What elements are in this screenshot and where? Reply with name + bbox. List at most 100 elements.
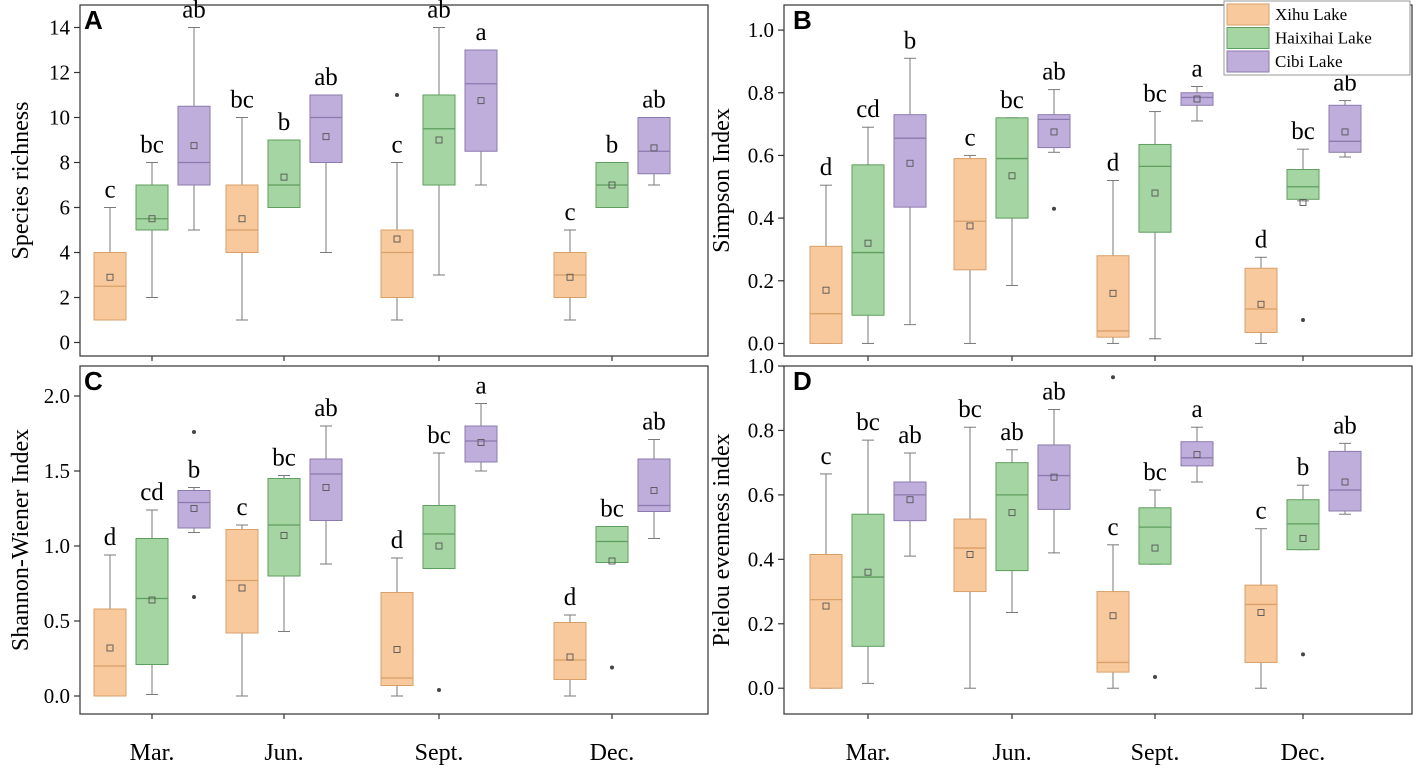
significance-letter: d <box>564 584 577 611</box>
box-cibi-mar: ab <box>177 0 211 231</box>
significance-letter: b <box>904 27 917 54</box>
plot-frame <box>79 365 709 715</box>
mean-marker <box>106 644 114 652</box>
box-iqr <box>1244 584 1278 663</box>
y-axis-label: Shannon-Wiener Index <box>8 429 34 651</box>
mean-marker <box>1050 473 1058 481</box>
mean-marker <box>148 596 156 604</box>
significance-letter: ab <box>642 409 666 436</box>
significance-letter: bc <box>1143 459 1167 486</box>
significance-letter: c <box>1255 498 1266 525</box>
mean-marker <box>650 144 658 152</box>
box-haixihai-jun: bc <box>267 445 301 632</box>
outlier-point <box>395 93 399 97</box>
significance-letter: ab <box>1042 379 1066 406</box>
x-tick-label: Mar. <box>130 740 175 766</box>
mean-marker <box>1109 289 1117 297</box>
mean-marker <box>238 215 246 223</box>
significance-letter: a <box>1191 55 1202 82</box>
box-iqr <box>464 49 498 152</box>
significance-letter: bc <box>1291 118 1315 145</box>
box-iqr <box>595 526 629 563</box>
y-axis-label: Pielou evenness index <box>709 433 735 646</box>
mean-marker <box>1299 198 1307 206</box>
box-haixihai-dec: b <box>595 132 629 208</box>
y-tick-label: 0.2 <box>748 612 774 636</box>
box-iqr <box>1328 450 1362 512</box>
y-tick-label: 0 <box>60 331 71 355</box>
mean-marker <box>106 273 114 281</box>
x-tick-label: Jun. <box>264 740 303 766</box>
y-tick-label: 1.0 <box>44 534 70 558</box>
significance-letter: b <box>606 132 619 159</box>
significance-letter: c <box>820 443 831 470</box>
mean-marker <box>966 551 974 558</box>
panel-letter: B <box>793 5 812 35</box>
y-axis-label: Simpson Index <box>709 108 735 253</box>
plot-frame <box>783 4 1413 357</box>
box-iqr <box>309 458 343 521</box>
y-tick-label: 0.8 <box>748 81 774 105</box>
box-haixihai-dec: bc <box>595 496 629 670</box>
box-iqr <box>995 462 1029 572</box>
box-iqr <box>1286 499 1320 551</box>
mean-marker <box>1193 95 1201 103</box>
y-tick-label: 0.4 <box>748 206 775 230</box>
legend-swatch-cibi <box>1226 50 1270 73</box>
y-tick-label: 2.0 <box>44 384 70 408</box>
mean-marker <box>393 235 401 243</box>
box-xihu-sept: c <box>1096 375 1130 689</box>
x-tick-label: Dec. <box>590 740 635 766</box>
significance-letter: c <box>391 132 402 159</box>
mean-marker <box>1008 172 1016 180</box>
box-iqr <box>851 513 885 647</box>
significance-letter: c <box>236 494 247 521</box>
significance-letter: bc <box>1143 81 1167 108</box>
box-xihu-mar: d <box>809 154 843 344</box>
box-iqr <box>1037 444 1071 510</box>
mean-marker <box>1193 451 1201 459</box>
box-iqr <box>809 554 843 689</box>
legend-label-haixihai: Haixihai Lake <box>1275 29 1372 48</box>
significance-letter: b <box>1297 454 1310 481</box>
box-iqr <box>1328 104 1362 153</box>
significance-letter: ab <box>314 395 338 422</box>
box-xihu-sept: c <box>380 93 414 321</box>
box-xihu-dec: c <box>1244 498 1278 689</box>
significance-letter: ab <box>898 422 922 449</box>
box-cibi-dec: ab <box>637 409 671 539</box>
significance-letter: bc <box>600 496 624 523</box>
outlier-point <box>1111 375 1115 380</box>
box-cibi-dec: ab <box>1328 412 1362 515</box>
y-tick-label: 0.0 <box>748 331 774 355</box>
outlier-point <box>437 688 441 692</box>
mean-marker <box>1257 609 1265 616</box>
box-iqr <box>995 117 1029 219</box>
mean-marker <box>906 496 914 504</box>
box-haixihai-dec: b <box>1286 454 1320 657</box>
mean-marker <box>1257 300 1265 308</box>
box-iqr <box>267 478 301 577</box>
significance-letter: bc <box>272 445 296 472</box>
box-cibi-jun: ab <box>1037 379 1071 554</box>
box-haixihai-sept: bc <box>1138 459 1172 679</box>
significance-letter: ab <box>642 87 666 114</box>
panel-letter: C <box>84 366 103 396</box>
mean-marker <box>322 484 330 491</box>
significance-letter: c <box>104 177 115 204</box>
plot-frame <box>79 4 709 357</box>
x-tick-label: Mar. <box>846 740 891 766</box>
y-tick-label: 1.0 <box>748 18 774 42</box>
mean-marker <box>238 584 246 592</box>
box-haixihai-mar: cd <box>135 479 169 695</box>
y-tick-label: 10 <box>49 106 70 130</box>
mean-marker <box>477 439 485 446</box>
significance-letter: b <box>278 109 291 136</box>
box-iqr <box>1180 92 1214 106</box>
mean-marker <box>393 646 401 653</box>
significance-letter: b <box>188 457 201 484</box>
box-iqr <box>1286 169 1320 200</box>
box-haixihai-sept: bc <box>1138 81 1172 340</box>
y-tick-label: 14 <box>49 16 71 40</box>
